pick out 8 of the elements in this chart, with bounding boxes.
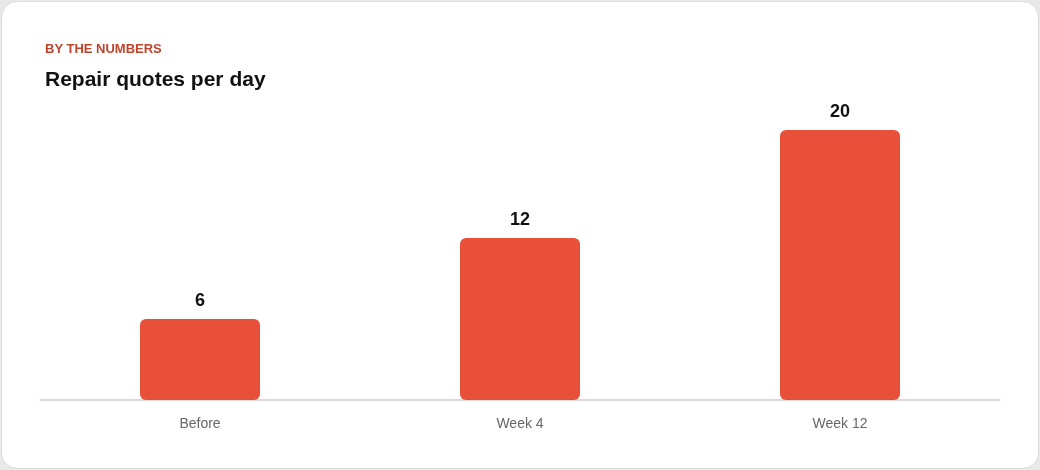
chart-subtitle: BY THE NUMBERS	[45, 41, 163, 56]
data-label: 12	[509, 209, 531, 229]
x-tick-label: Week 12	[812, 415, 868, 431]
x-tick-label: Week 4	[496, 415, 544, 431]
data-label: 6	[194, 290, 206, 310]
chart-title: Repair quotes per day	[45, 67, 266, 90]
x-tick-label: Before	[179, 415, 221, 431]
data-label: 20	[829, 101, 851, 121]
